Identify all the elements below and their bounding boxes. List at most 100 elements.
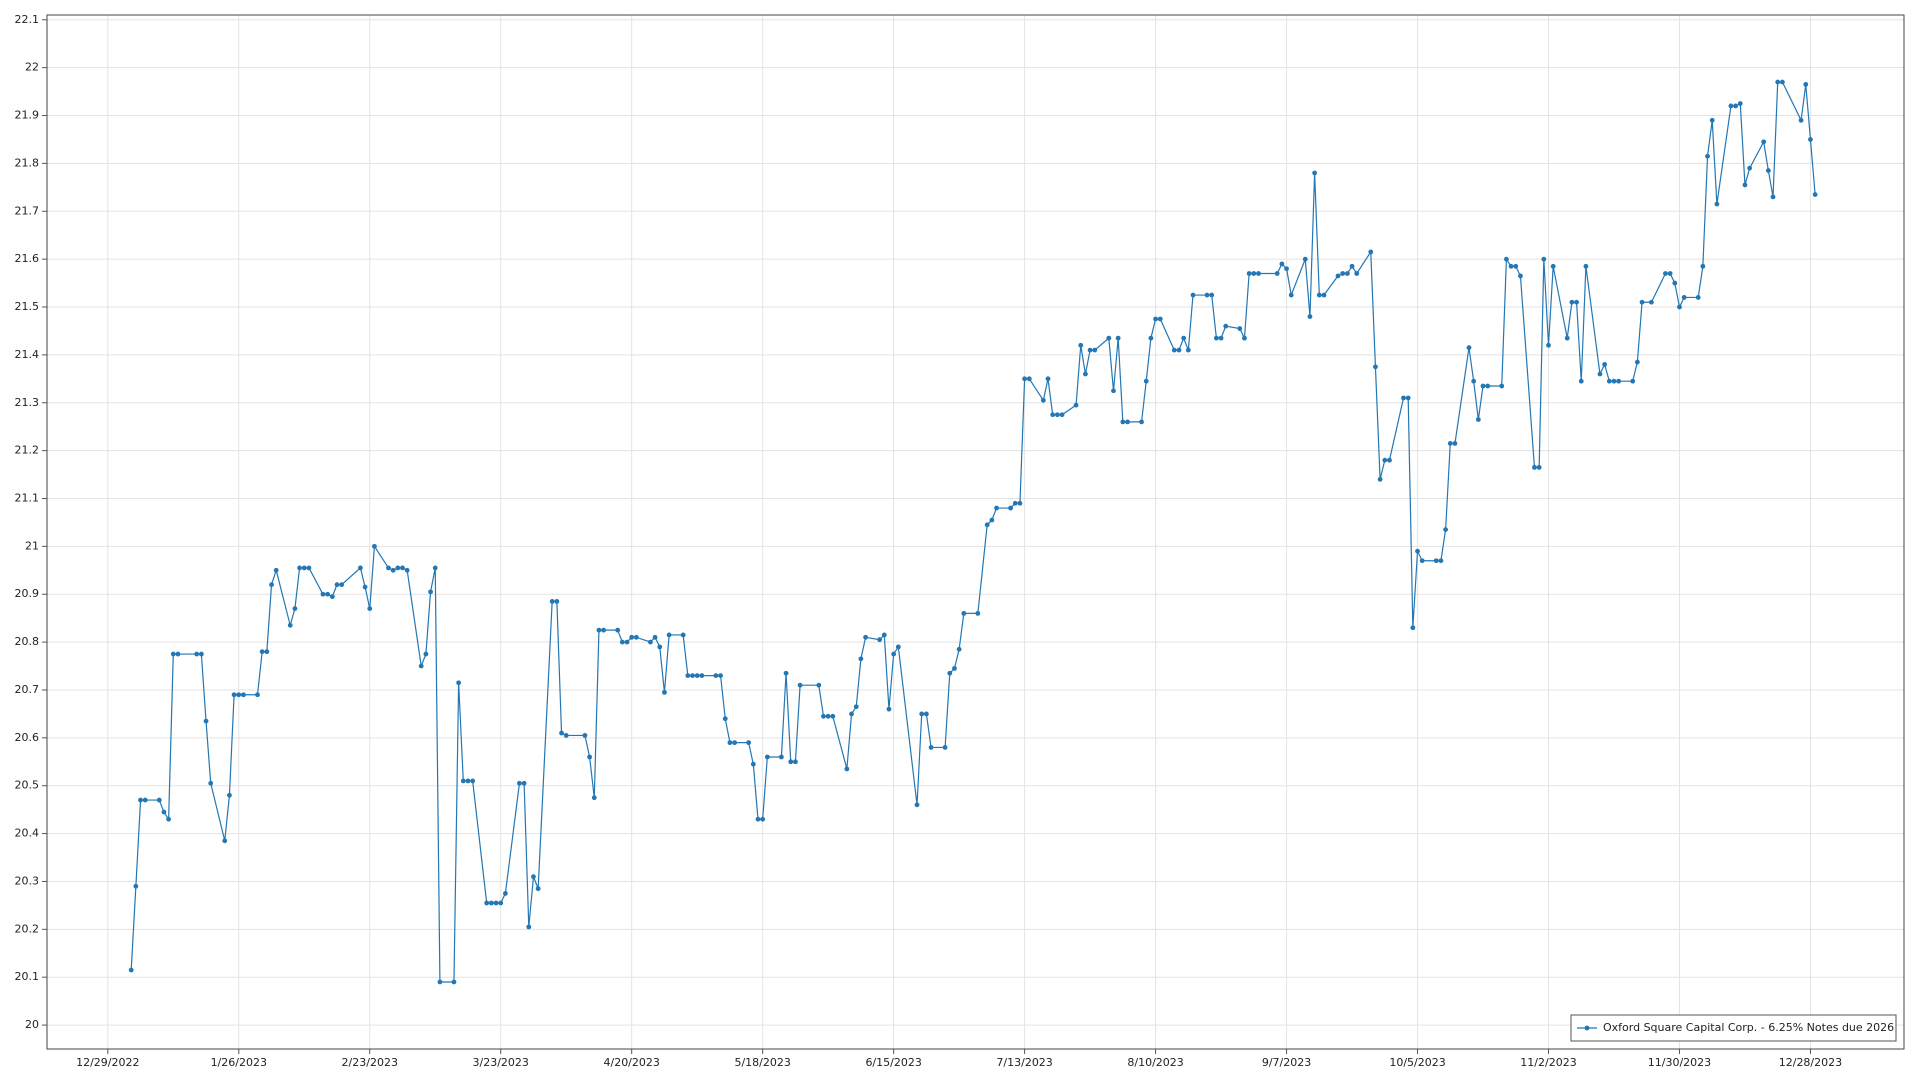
y-tick-label: 21.5 (15, 300, 40, 313)
data-point (1012, 500, 1018, 506)
data-point (591, 795, 597, 801)
data-point (648, 639, 653, 645)
data-point (1541, 256, 1547, 262)
data-point (1415, 548, 1420, 554)
data-point (423, 651, 429, 657)
data-point (493, 900, 499, 906)
data-point (287, 622, 293, 628)
data-point (849, 711, 854, 717)
data-point (269, 582, 274, 588)
data-point (362, 584, 368, 590)
data-point (652, 634, 658, 640)
y-tick-label: 20.1 (15, 970, 40, 983)
data-point (942, 745, 948, 750)
data-point (1054, 412, 1060, 418)
plot-frame (46, 14, 1905, 1050)
legend-marker (1584, 1025, 1590, 1031)
data-point (1681, 295, 1687, 300)
data-point (1677, 304, 1682, 310)
data-point (961, 610, 967, 616)
data-point (334, 582, 340, 588)
data-point (503, 891, 508, 896)
data-point (1246, 271, 1252, 276)
data-point (816, 682, 822, 688)
data-point (662, 689, 667, 695)
data-point (194, 651, 200, 657)
data-point (395, 565, 401, 571)
data-point (1447, 441, 1453, 446)
y-tick-label: 20.9 (15, 587, 40, 600)
data-point (1050, 412, 1056, 418)
data-point (1302, 256, 1308, 262)
data-point (1770, 194, 1776, 200)
data-point (1536, 464, 1542, 470)
x-tick-label: 4/20/2023 (603, 1056, 659, 1069)
data-point (222, 838, 228, 844)
data-point (231, 692, 237, 698)
data-point (666, 632, 672, 638)
data-point (821, 713, 826, 719)
data-point (1045, 376, 1051, 382)
data-point (470, 778, 476, 784)
y-tick-label: 20.6 (15, 731, 40, 744)
data-point (994, 505, 999, 511)
data-point (863, 634, 868, 640)
data-point (1251, 271, 1257, 276)
data-point (1452, 441, 1458, 446)
data-point (1499, 383, 1505, 389)
data-point (1667, 271, 1673, 276)
data-point (1139, 419, 1144, 425)
y-tick-label: 20.2 (15, 922, 40, 935)
data-point (750, 761, 756, 767)
data-point (1008, 505, 1013, 511)
x-tick-label: 3/23/2023 (473, 1056, 529, 1069)
data-point (1148, 335, 1154, 341)
data-point (732, 740, 738, 746)
data-point (128, 967, 134, 973)
data-point (1443, 527, 1448, 533)
data-point (1017, 500, 1023, 506)
data-point (713, 673, 719, 679)
data-point (727, 740, 733, 746)
data-point (1059, 412, 1065, 418)
data-point (1761, 139, 1767, 145)
data-point (1471, 378, 1477, 384)
data-point (1321, 292, 1327, 298)
data-point (587, 754, 592, 760)
data-point (161, 809, 167, 815)
data-point (1663, 271, 1668, 276)
data-point (1279, 261, 1285, 267)
data-point (1569, 299, 1575, 305)
data-point (1513, 263, 1519, 269)
data-point (1634, 359, 1640, 365)
data-point (1223, 323, 1229, 329)
x-tick-label: 7/13/2023 (996, 1056, 1052, 1069)
data-point (1611, 378, 1617, 384)
legend-box (1570, 1014, 1897, 1042)
data-point (320, 591, 326, 597)
data-point (259, 649, 265, 655)
data-point (1574, 299, 1579, 305)
data-point (465, 778, 471, 784)
data-point (1438, 558, 1444, 564)
data-point (601, 627, 607, 633)
data-point (255, 692, 260, 698)
data-point (329, 594, 335, 600)
data-point (1779, 79, 1785, 85)
y-tick-label: 21.8 (15, 156, 40, 169)
data-point (825, 713, 831, 719)
data-point (1639, 299, 1645, 305)
data-point (133, 883, 139, 889)
y-tick-label: 20.4 (15, 827, 40, 840)
data-point (1073, 402, 1079, 408)
data-point (984, 522, 990, 528)
data-point (400, 565, 405, 571)
data-point (793, 759, 798, 765)
data-point (1204, 292, 1210, 298)
data-point (1564, 335, 1570, 341)
data-point (1546, 342, 1551, 348)
data-point (1695, 295, 1701, 300)
data-point (208, 780, 214, 786)
x-tick-label: 11/30/2023 (1648, 1056, 1711, 1069)
data-point (1026, 376, 1032, 382)
